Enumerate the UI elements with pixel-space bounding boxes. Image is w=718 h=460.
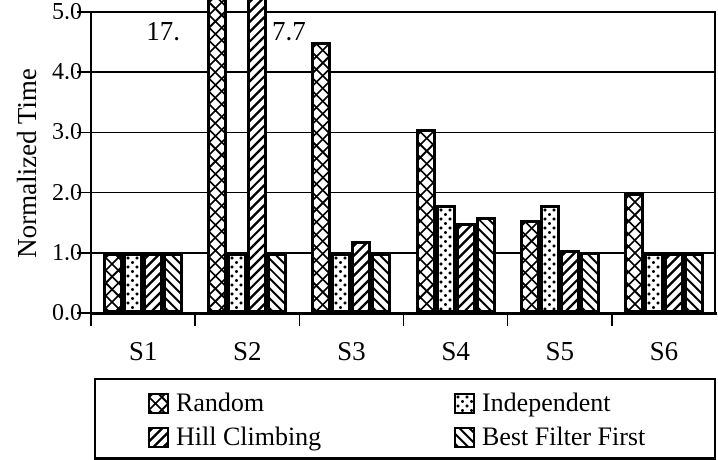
- bar-s4-hill-climbing: [455, 222, 476, 313]
- bar-s6-hill-climbing: [663, 252, 684, 313]
- bar-s2-independent: [227, 252, 248, 313]
- x-category-label-s3: S3: [337, 336, 366, 366]
- y-tick-label: 1.0: [52, 239, 82, 266]
- y-tick-label: 5.0: [52, 0, 82, 25]
- y-tick: [77, 131, 91, 134]
- x-category-label-s5: S5: [545, 336, 575, 366]
- bar-s1-hill-climbing: [143, 252, 164, 313]
- annotation-random: 17.: [146, 16, 180, 46]
- legend-label-independent: Independent: [482, 388, 611, 417]
- y-tick: [77, 312, 91, 314]
- bar-s3-best-filter-first: [371, 252, 392, 313]
- diag-backward-pattern-icon: [454, 426, 475, 448]
- bar-s5-hill-climbing: [559, 249, 580, 313]
- x-tick: [611, 313, 613, 326]
- y-tick: [77, 191, 91, 194]
- bar-s3-hill-climbing: [351, 240, 372, 313]
- legend-label-hill-climbing: Hill Climbing: [176, 422, 322, 451]
- bar-s3-random: [311, 42, 332, 313]
- legend-entry-random: Random: [148, 388, 264, 418]
- legend-box: Random Independent Hill Climbing Best Filte…: [94, 378, 716, 460]
- y-tick-label: 2.0: [52, 179, 82, 206]
- y-gridline: [91, 71, 716, 73]
- x-tick: [194, 313, 196, 326]
- x-category-label-s2: S2: [232, 336, 262, 366]
- bar-s4-random: [415, 129, 436, 313]
- y-tick: [77, 11, 91, 13]
- bar-s5-independent: [539, 204, 560, 313]
- diag-forward-pattern-icon: [148, 426, 169, 448]
- bar-s2-best-filter-first: [267, 252, 288, 313]
- bar-s5-random: [519, 219, 540, 313]
- y-tick-label: 3.0: [52, 119, 82, 146]
- bar-s1-best-filter-first: [163, 252, 184, 313]
- bar-s6-best-filter-first: [683, 252, 704, 313]
- bar-s4-independent: [435, 204, 456, 313]
- x-category-label-s4: S4: [441, 336, 470, 366]
- legend-label-best-filter-first: Best Filter First: [482, 422, 646, 451]
- y-tick-label: 4.0: [52, 59, 82, 86]
- legend-entry-independent: Independent: [454, 388, 611, 418]
- bar-s4-best-filter-first: [475, 216, 496, 313]
- x-tick: [506, 313, 509, 326]
- legend-label-random: Random: [176, 388, 265, 417]
- y-gridline: [91, 252, 716, 254]
- bar-s2-random: [207, 0, 228, 313]
- crosshatch-pattern-icon: [148, 392, 169, 414]
- bar-s6-independent: [643, 252, 664, 313]
- y-tick: [77, 71, 91, 73]
- bar-s3-independent: [331, 252, 352, 313]
- y-axis-line: [90, 12, 92, 326]
- y-gridline: [91, 11, 716, 13]
- y-tick: [77, 252, 91, 254]
- y-gridline: [91, 191, 716, 194]
- y-gridline: [91, 131, 716, 134]
- x-category-label-s1: S1: [128, 336, 158, 366]
- plot-right-border: [714, 12, 716, 313]
- x-tick: [298, 313, 301, 326]
- bar-s1-independent: [123, 252, 144, 313]
- bar-s2-hill-climbing: [247, 0, 268, 313]
- bar-s6-random: [623, 192, 644, 313]
- x-category-label-s6: S6: [649, 336, 679, 366]
- annotation-hill-climbing: 7.7: [272, 16, 306, 46]
- bar-s5-best-filter-first: [579, 251, 600, 313]
- legend-entry-hill-climbing: Hill Climbing: [148, 422, 321, 452]
- x-tick: [402, 313, 405, 326]
- dots-pattern-icon: [454, 392, 475, 414]
- bar-s1-random: [103, 252, 124, 313]
- legend-entry-best-filter-first: Best Filter First: [454, 422, 645, 452]
- y-tick-label: 0.0: [52, 300, 82, 326]
